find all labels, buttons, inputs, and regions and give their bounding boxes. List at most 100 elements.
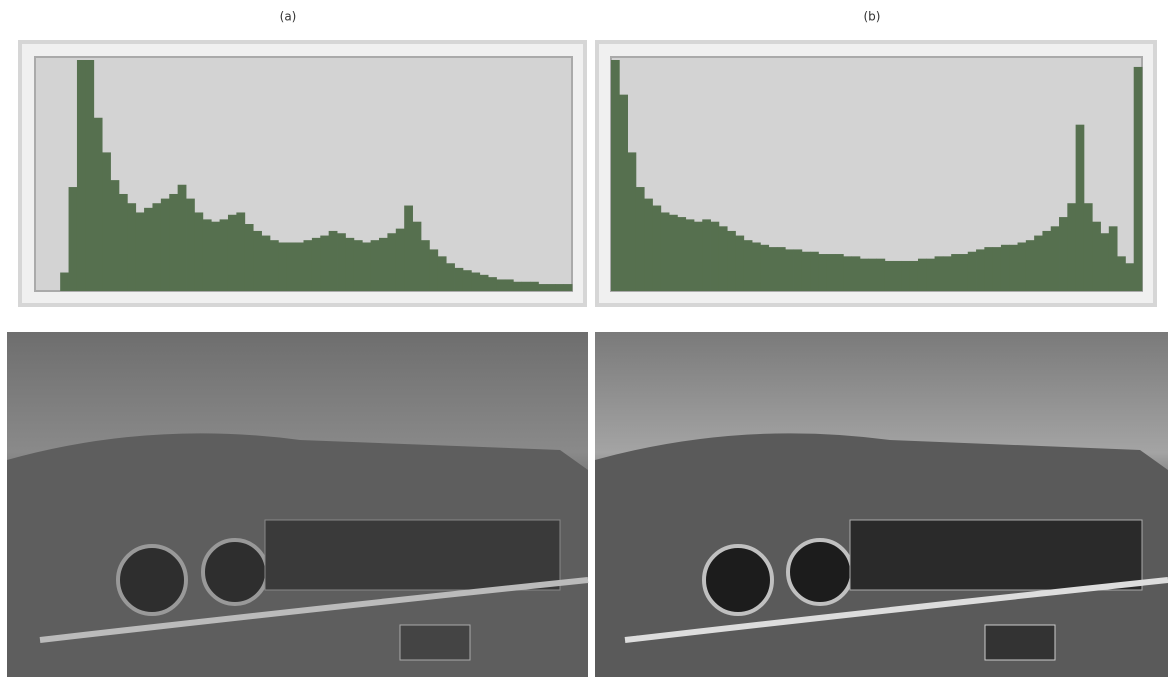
histogram-bar (868, 259, 877, 291)
histogram-bar (337, 233, 346, 291)
histogram-bar (262, 236, 271, 291)
histogram-bar (438, 256, 447, 291)
panel-label: (b) (864, 10, 881, 24)
histogram-bar (818, 254, 827, 291)
histogram-bar (94, 118, 103, 291)
histogram-bar (371, 240, 380, 291)
histogram-bar (785, 249, 794, 291)
histogram-bar (1009, 245, 1018, 291)
histogram-bar (270, 240, 279, 291)
histogram-bar (968, 252, 977, 291)
histogram-bar (320, 236, 329, 291)
histogram-bar (943, 256, 952, 291)
histogram-bar (194, 212, 203, 291)
histogram-bar (885, 261, 894, 291)
histogram-bar (136, 212, 145, 291)
histogram-bar (555, 284, 564, 291)
histogram-bar (203, 219, 212, 291)
histogram-bar (652, 206, 661, 291)
histogram-bar (547, 284, 556, 291)
histogram-bar (628, 152, 637, 291)
histogram-bar (1026, 240, 1035, 291)
histogram-bar (1109, 226, 1118, 291)
histogram-bar (951, 254, 960, 291)
histogram-bar (702, 219, 711, 291)
histogram-bar (387, 233, 396, 291)
histogram-bar (777, 247, 786, 291)
histogram-bar (471, 273, 480, 291)
histogram-bar (744, 240, 753, 291)
histogram-bar (893, 261, 902, 291)
histogram-bar (827, 254, 836, 291)
histogram-bar (85, 60, 94, 291)
histogram-bar (278, 242, 287, 291)
histogram-bar (345, 238, 354, 291)
histogram-bar (69, 187, 78, 291)
histogram-bar (245, 224, 254, 291)
histogram-bar (236, 212, 245, 291)
histogram-bar (186, 199, 195, 291)
histogram-bar (901, 261, 910, 291)
histogram-bar (669, 215, 678, 291)
histogram-bar (1134, 67, 1143, 291)
histogram-bar (1001, 245, 1010, 291)
histogram-bar (211, 222, 220, 291)
histogram-bar (455, 268, 464, 291)
histogram-bar (144, 208, 153, 291)
histogram-bar (379, 238, 388, 291)
histogram-bar (480, 275, 489, 291)
histogram-bar (1076, 125, 1085, 291)
histogram-bar (463, 270, 472, 291)
histogram-bar (354, 240, 363, 291)
histogram-bar (295, 242, 304, 291)
histogram-bar (1117, 256, 1126, 291)
histogram-bar (538, 284, 547, 291)
histogram-bar (488, 277, 497, 291)
histogram-bar (1051, 226, 1060, 291)
histogram-bar (513, 282, 522, 291)
histogram-bar (1018, 242, 1027, 291)
histogram-bar (161, 199, 170, 291)
histogram-bar (918, 259, 927, 291)
histogram-bar (152, 203, 161, 291)
histogram-bar (287, 242, 296, 291)
histogram-bar (312, 238, 321, 291)
histogram-bar (253, 231, 262, 291)
histogram-bar (429, 249, 438, 291)
histogram-bar (396, 229, 405, 291)
histogram-bar (769, 247, 778, 291)
histogram-bar (843, 256, 852, 291)
histogram-bar (1059, 217, 1068, 291)
histogram-bar (644, 199, 653, 291)
histogram-bar (530, 282, 539, 291)
panel-label: (a) (280, 10, 297, 24)
histogram-bar (421, 240, 430, 291)
histogram-bar (677, 217, 686, 291)
histogram-bar (993, 247, 1002, 291)
histogram-bar (77, 60, 86, 291)
histogram-bar (976, 249, 985, 291)
histogram-bar (446, 263, 455, 291)
histogram-bar (752, 242, 761, 291)
histogram-bar (127, 203, 136, 291)
histogram-bar (694, 222, 703, 291)
histogram-bar (1092, 222, 1101, 291)
histogram-bar (661, 212, 670, 291)
histogram-bar (619, 95, 628, 291)
histogram-bar (564, 284, 573, 291)
histogram-bar (686, 219, 695, 291)
histogram-bar (1101, 233, 1110, 291)
histogram-bar (111, 180, 120, 291)
histogram-bar (178, 185, 187, 291)
histogram-bar (711, 222, 720, 291)
histogram-bar (794, 249, 803, 291)
histogram-bar (119, 194, 128, 291)
histogram-bar (220, 219, 229, 291)
histogram-bar (877, 259, 886, 291)
histogram-bar (611, 60, 620, 291)
histogram-bar (60, 273, 69, 291)
histogram-bar (228, 215, 237, 291)
histogram-bar (169, 194, 178, 291)
histogram-bar (735, 236, 744, 291)
histogram-bar (404, 206, 413, 291)
